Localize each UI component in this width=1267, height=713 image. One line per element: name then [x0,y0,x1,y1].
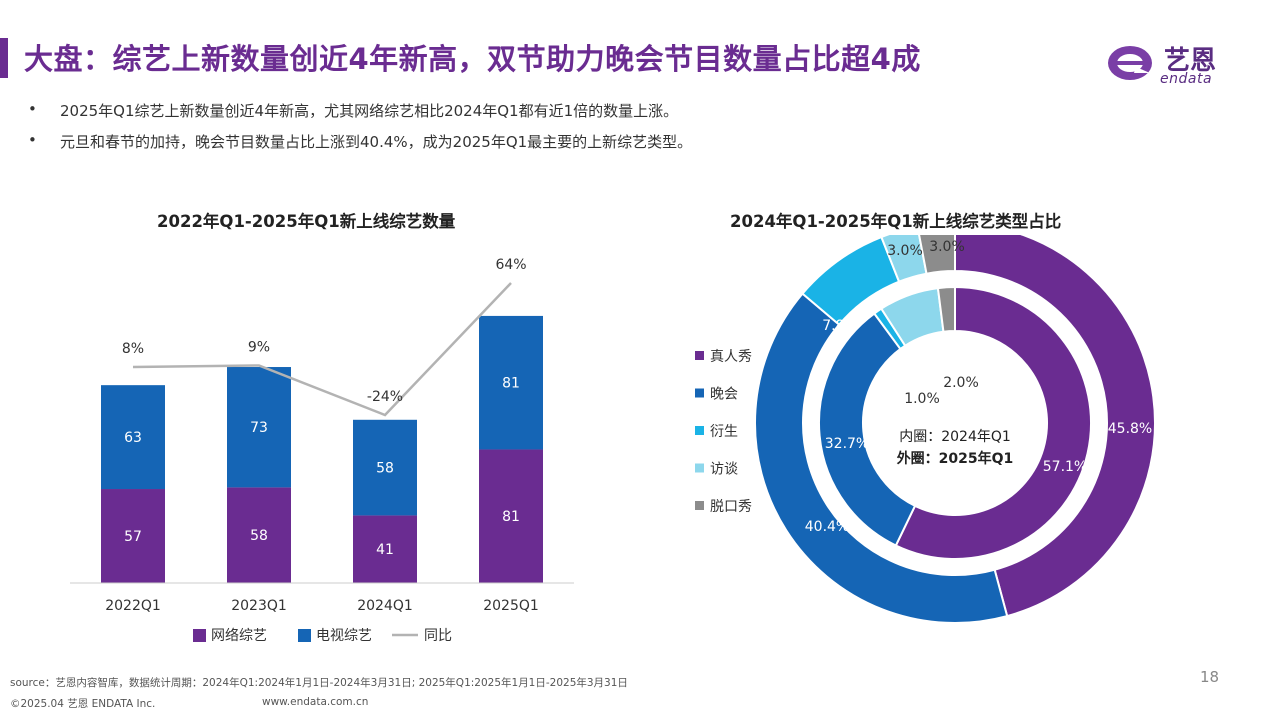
summary-bullets: • 2025年Q1综艺上新数量创近4年新高，尤其网络综艺相比2024年Q1都有近… [28,100,692,162]
bar-network-variety [479,449,543,583]
center-text-inner: 内圈：2024年Q1 [899,429,1011,445]
legend-label: 电视综艺 [316,628,372,644]
x-tick-label: 2024Q1 [357,598,413,614]
copyright: ©2025.04 艺恩 ENDATA Inc. [10,698,156,710]
bar-tv-variety [479,315,543,450]
yoy-label: -24% [367,389,403,405]
yoy-label: 64% [495,257,526,273]
bar-value-label: 81 [502,509,520,525]
bullet-item: • 元旦和春节的加持，晚会节目数量占比上涨到40.4%，成为2025年Q1最主要… [28,131,692,162]
inner-slice-label: 7.1% [899,360,935,376]
donut-chart: 45.8% 40.4% 7.8% 3.0% 3.0% 57.1% 32.7% 1.0% 7.1%… [695,235,1156,624]
logo-text-en: endata [1160,71,1213,87]
outer-slice-label: 3.0% [929,239,965,255]
donut-chart-title: 2024年Q1-2025年Q1新上线综艺类型占比 [730,212,1062,231]
bullet-marker: • [28,131,37,149]
outer-ring-slice [754,292,1009,624]
bar-network-variety [353,515,417,583]
inner-slice-label: 57.1% [1043,459,1087,475]
outer-slice-label: 40.4% [805,519,849,535]
endata-logo: 艺恩 endata [1106,38,1236,88]
legend-swatch [695,463,704,473]
legend-label: 衍生 [710,424,738,440]
legend-swatch [695,351,704,360]
inner-slice-label: 2.0% [943,375,979,391]
legend-swatch-network [193,629,206,642]
bar-value-label: 41 [376,542,394,558]
endata-logo-icon [1108,46,1152,80]
yoy-label: 8% [122,341,144,357]
x-tick-label: 2025Q1 [483,598,539,614]
legend-label: 脱口秀 [710,499,752,515]
x-tick-label: 2023Q1 [231,598,287,614]
bar-chart: 57 63 2022Q1 58 73 2023Q1 41 58 2024Q1 81 81 2025Q1… [70,257,574,644]
yoy-label: 9% [248,340,270,356]
legend-label: 真人秀 [710,349,752,365]
bullet-text: 元旦和春节的加持，晚会节目数量占比上涨到40.4%，成为2025年Q1最主要的上… [60,133,693,151]
legend-swatch [695,501,704,510]
page-title: 大盘：综艺上新数量创近4年新高，双节助力晚会节目数量占比超4成 [24,42,921,76]
legend-label: 同比 [424,628,452,644]
legend-swatch [695,388,704,398]
logo-text-cn: 艺恩 [1164,46,1217,76]
legend-swatch-tv [298,629,311,642]
yoy-line [132,282,512,417]
bar-tv-variety [353,419,417,516]
website-link[interactable]: www.endata.com.cn [262,696,369,708]
bullet-text: 2025年Q1综艺上新数量创近4年新高，尤其网络综艺相比2024年Q1都有近1倍… [60,102,679,120]
bar-tv-variety [101,385,165,490]
bar-value-label: 58 [376,461,394,477]
legend-label: 网络综艺 [211,628,267,644]
outer-ring-slice [954,235,1156,618]
outer-slice-label: 45.8% [1108,421,1152,437]
outer-slice-label: 7.8% [822,318,858,334]
outer-ring-slice [918,235,956,275]
bar-value-label: 57 [124,529,142,545]
title-accent-bar [0,38,8,78]
bar-network-variety [227,487,291,583]
outer-slice-label: 3.0% [887,243,923,259]
bar-value-label: 81 [502,376,520,392]
bar-network-variety [101,489,165,583]
legend-label: 晚会 [710,387,738,403]
inner-ring-slice [894,285,1092,560]
center-text-outer: 外圈：2025年Q1 [897,450,1014,467]
bar-chart-title: 2022年Q1-2025年Q1新上线综艺数量 [157,212,456,231]
x-tick-label: 2022Q1 [105,598,161,614]
bullet-marker: • [28,100,37,118]
inner-ring-slice [936,285,956,333]
legend-swatch [695,426,704,435]
legend-label: 访谈 [710,462,738,478]
inner-slice-label: 32.7% [825,436,869,452]
bar-value-label: 73 [250,420,268,436]
bar-tv-variety [227,367,291,488]
source-note: source：艺恩内容智库，数据统计周期：2024年Q1:2024年1月1日-2… [10,677,628,689]
bar-value-label: 63 [124,430,142,446]
bullet-item: • 2025年Q1综艺上新数量创近4年新高，尤其网络综艺相比2024年Q1都有近… [28,100,692,131]
page-number: 18 [1200,668,1220,686]
bar-value-label: 58 [250,528,268,544]
inner-ring-slice [818,312,917,547]
inner-slice-label: 1.0% [904,391,940,407]
